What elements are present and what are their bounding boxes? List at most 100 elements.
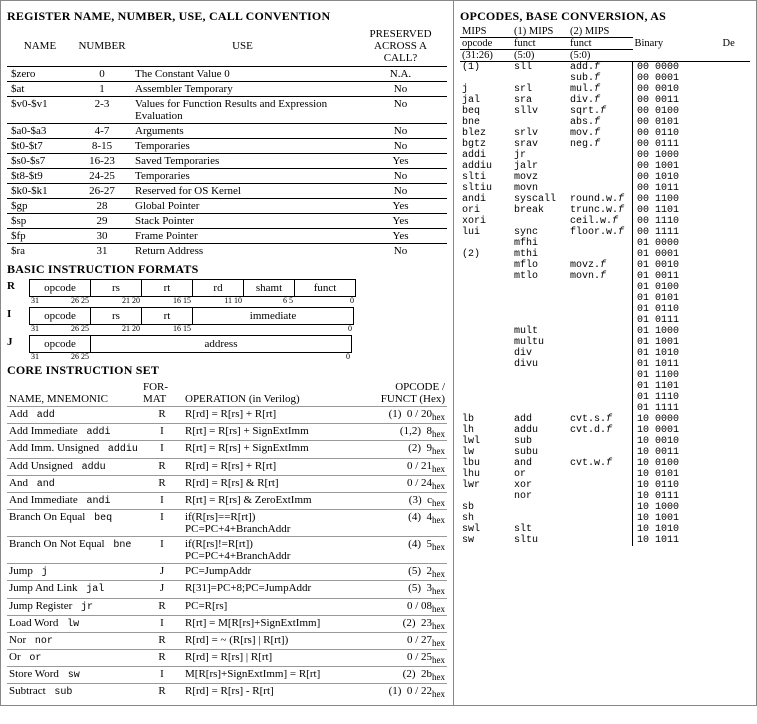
opc-col1: bne <box>460 117 512 128</box>
core-fmt: R <box>141 650 183 667</box>
reg-name: $zero <box>7 67 73 82</box>
reg-number: 2-3 <box>73 97 131 124</box>
core-op: M[R[rs]+SignExtImm] = R[rt] <box>183 667 365 684</box>
registers-title: REGISTER NAME, NUMBER, USE, CALL CONVENT… <box>7 9 447 24</box>
opc-binary: 00 0110 <box>633 128 721 139</box>
opc-dec <box>721 315 750 326</box>
opc-col1: lwr <box>460 480 512 491</box>
core-fmt: I <box>141 492 183 509</box>
reg-hdr-preserved: PRESERVED ACROSS A CALL? <box>354 26 447 67</box>
table-row: jalsradiv.f00 0011 <box>460 95 750 106</box>
reg-preserved: No <box>354 169 447 184</box>
opc-dec <box>721 95 750 106</box>
opc-col1 <box>460 337 512 348</box>
opc-dec <box>721 524 750 535</box>
opc-col1: lb <box>460 414 512 425</box>
table-row: Nor norRR[rd] = ~ (R[rs] | R[rt])0 / 27h… <box>7 632 447 649</box>
opc-col2: slt <box>512 524 568 535</box>
opc-dec <box>721 480 750 491</box>
reg-number: 29 <box>73 214 131 229</box>
table-row: (2)mthi01 0001 <box>460 249 750 260</box>
opc-col3 <box>568 172 633 183</box>
opc-col2: jr <box>512 150 568 161</box>
table-row: mult01 1000 <box>460 326 750 337</box>
core-hex: (1) 0 / 20hex <box>365 407 447 424</box>
table-row: lwsubu10 0011 <box>460 447 750 458</box>
opc-h3b: funct <box>568 38 633 50</box>
table-row: 01 1111 <box>460 403 750 414</box>
core-hex: (3) chex <box>365 492 447 509</box>
opc-col3: cvt.s.f <box>568 414 633 425</box>
opc-dec <box>721 62 750 74</box>
opc-dec <box>721 128 750 139</box>
opc-col2: mflo <box>512 260 568 271</box>
opc-dec <box>721 469 750 480</box>
opc-col1: sw <box>460 535 512 546</box>
table-row: $gp28Global PointerYes <box>7 199 447 214</box>
table-row: (1)slladd.f00 0000 <box>460 62 750 74</box>
opc-binary: 00 0101 <box>633 117 721 128</box>
reg-use: Frame Pointer <box>131 229 354 244</box>
opc-col2: nor <box>512 491 568 502</box>
table-row: sb10 1000 <box>460 502 750 513</box>
reg-preserved: No <box>354 82 447 97</box>
opc-dec <box>721 337 750 348</box>
opc-col3: cvt.d.f <box>568 425 633 436</box>
opc-col2 <box>512 370 568 381</box>
opc-col1 <box>460 271 512 282</box>
opc-col2 <box>512 282 568 293</box>
reg-name: $fp <box>7 229 73 244</box>
opc-binary: 00 1100 <box>633 194 721 205</box>
reg-preserved: Yes <box>354 199 447 214</box>
opc-col3 <box>568 370 633 381</box>
format-field: rt16 15 <box>141 279 192 297</box>
opc-binary: 10 1011 <box>633 535 721 546</box>
core-name: Nor nor <box>7 632 141 649</box>
table-row: And andRR[rd] = R[rs] & R[rt]0 / 24hex <box>7 475 447 492</box>
table-row: lbuandcvt.w.f10 0100 <box>460 458 750 469</box>
opc-binary: 01 0100 <box>633 282 721 293</box>
opc-binary: 00 0000 <box>633 62 721 74</box>
opc-col2: sync <box>512 227 568 238</box>
opc-col2: srav <box>512 139 568 150</box>
opc-col2: sub <box>512 436 568 447</box>
core-fmt: J <box>141 564 183 581</box>
table-row: 01 0110 <box>460 304 750 315</box>
table-row: Add addRR[rd] = R[rs] + R[rt](1) 0 / 20h… <box>7 407 447 424</box>
opc-col2: divu <box>512 359 568 370</box>
opc-dec <box>721 403 750 414</box>
reg-number: 4-7 <box>73 124 131 139</box>
opc-col1: (2) <box>460 249 512 260</box>
reg-use: Temporaries <box>131 169 354 184</box>
format-field: opcode3126 25 <box>29 335 90 353</box>
opc-col2: mult <box>512 326 568 337</box>
opc-col2 <box>512 293 568 304</box>
opc-h1c: (31:26) <box>460 50 512 62</box>
opc-dec <box>721 216 750 227</box>
opc-col1 <box>460 370 512 381</box>
opc-col3 <box>568 183 633 194</box>
opc-dec <box>721 238 750 249</box>
format-field: opcode3126 25 <box>29 307 90 325</box>
table-row: Subtract subRR[rd] = R[rs] - R[rt](1) 0 … <box>7 684 447 701</box>
core-name: Store Word sw <box>7 667 141 684</box>
opc-dec <box>721 139 750 150</box>
opc-col1 <box>460 326 512 337</box>
opc-dec <box>721 194 750 205</box>
opc-col2 <box>512 216 568 227</box>
core-fmt: I <box>141 667 183 684</box>
opc-binary: 00 1110 <box>633 216 721 227</box>
opc-h2c: (5:0) <box>512 50 568 62</box>
opc-binary: 10 0111 <box>633 491 721 502</box>
opc-h1b: opcode <box>460 38 512 50</box>
opc-col2: add <box>512 414 568 425</box>
core-name: Add Unsigned addu <box>7 458 141 475</box>
format-field: funct0 <box>294 279 356 297</box>
opc-col1: lw <box>460 447 512 458</box>
opc-dec <box>721 117 750 128</box>
opc-col3: div.f <box>568 95 633 106</box>
reg-name: $t0-$t7 <box>7 139 73 154</box>
table-row: $at1Assembler TemporaryNo <box>7 82 447 97</box>
core-fmt: I <box>141 537 183 564</box>
opc-col2 <box>512 304 568 315</box>
